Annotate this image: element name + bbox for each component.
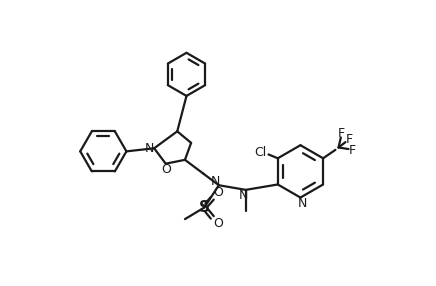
Text: N: N (210, 175, 220, 188)
Text: Cl: Cl (255, 146, 267, 159)
Text: F: F (338, 127, 345, 140)
Text: N: N (145, 142, 154, 155)
Text: N: N (239, 189, 248, 202)
Text: O: O (161, 163, 170, 176)
Text: F: F (349, 144, 356, 157)
Text: O: O (213, 217, 223, 230)
Text: O: O (213, 186, 223, 199)
Text: F: F (346, 133, 353, 146)
Text: S: S (199, 200, 210, 215)
Text: N: N (297, 197, 307, 210)
